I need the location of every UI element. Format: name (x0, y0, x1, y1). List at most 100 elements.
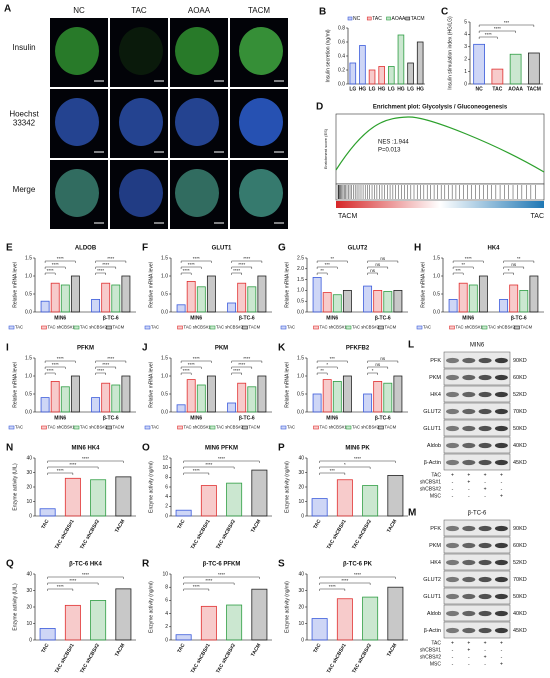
sig-bracket (316, 360, 348, 363)
band (462, 459, 476, 466)
y-tick-label: 2 (464, 57, 467, 63)
bar (226, 482, 243, 517)
sig-bracket (180, 360, 212, 363)
band (462, 576, 476, 583)
sig-label: **** (183, 268, 190, 273)
protein-label: Aldob (427, 443, 441, 449)
rank-bar (336, 201, 544, 208)
size-label: 50KD (513, 426, 527, 432)
sig-label: ns (380, 256, 386, 261)
y-axis-label: Enzyme activity (U/L) (12, 463, 18, 511)
condition-mark: + (451, 472, 454, 478)
y-tick-label: 1.5 (25, 255, 32, 261)
legend-label: TAC shCBS#1 (48, 425, 76, 430)
band (462, 542, 476, 549)
sig-bracket (47, 582, 99, 585)
band (494, 459, 508, 466)
band (462, 425, 476, 432)
enrichment-curve (335, 116, 545, 173)
chart-title: PKM (215, 346, 228, 352)
band (462, 559, 476, 566)
sig-label: * (372, 368, 374, 373)
legend-swatch (242, 325, 248, 330)
legend-label: TACM (521, 325, 533, 330)
size-label: 60KD (513, 543, 527, 549)
bar (175, 509, 192, 517)
legend-label: TAC shCBS#2 (80, 325, 108, 330)
condition-mark: + (467, 647, 470, 653)
y-axis-label: Enzyme activity (U/L) (12, 583, 18, 631)
band (446, 357, 459, 364)
bar (60, 386, 70, 413)
condition-mark: - (501, 479, 503, 485)
legend-swatch (366, 16, 372, 21)
bar (115, 588, 132, 641)
sig-label: **** (243, 356, 250, 361)
bar (237, 382, 247, 413)
protein-label: HK4 (430, 392, 441, 398)
sig-bracket (231, 272, 242, 275)
sig-label: **** (57, 356, 64, 361)
bar (40, 397, 50, 413)
legend-swatch (416, 325, 423, 330)
y-tick-label: 8 (165, 585, 168, 591)
sig-label: *** (330, 356, 336, 361)
x-tick-label: TAC (40, 642, 50, 654)
sig-label: * (326, 362, 328, 367)
legend-label: TACM (113, 425, 125, 430)
panel-letter: H (414, 243, 421, 254)
legend-swatch (449, 325, 455, 330)
legend-label: TAC shCBS#2 (352, 425, 380, 430)
bar (70, 375, 80, 413)
bar (200, 485, 217, 517)
sig-bracket (183, 472, 210, 475)
y-tick-label: 0.5 (433, 291, 440, 297)
sig-bracket (316, 260, 348, 263)
bar (60, 284, 70, 313)
band (462, 374, 476, 381)
bar (237, 282, 247, 313)
chart-title: β-TC-6 PFKM (203, 562, 241, 568)
condition-mark: + (484, 654, 487, 660)
legend-label: TAC shCBS#2 (216, 425, 244, 430)
y-tick-label: 40 (298, 571, 304, 577)
sig-bracket (503, 266, 524, 269)
sig-label: **** (341, 578, 348, 583)
legend-swatch (280, 325, 287, 330)
x-tick-label: TACM (386, 519, 398, 534)
condition-mark: - (468, 486, 470, 492)
panel-letter: Q (6, 559, 14, 570)
sig-bracket (44, 266, 66, 269)
panel-letter: C (441, 7, 448, 18)
islet (239, 169, 283, 217)
y-tick-label: 10 (26, 499, 32, 505)
size-label: 70KD (513, 577, 527, 583)
band (446, 542, 459, 549)
y-tick-label: 2.0 (297, 266, 304, 272)
x-tick-label: TAC shCBS#2 (351, 518, 373, 550)
blot-strip (443, 536, 511, 554)
y-tick-label: 30 (26, 588, 32, 594)
sig-bracket (231, 360, 263, 363)
y-tick-label: 2 (165, 504, 168, 510)
protein-label: PFK (430, 358, 441, 364)
islet (239, 98, 283, 146)
bar (50, 380, 60, 413)
x-tick-label: HG (378, 86, 386, 92)
bar (383, 382, 393, 413)
sig-bracket (367, 360, 399, 363)
sig-label: **** (329, 584, 336, 589)
x-tick-label: TAC shCBS#1 (326, 518, 348, 550)
x-tick-label: TACM (114, 643, 126, 658)
y-tick-label: 2.5 (297, 255, 304, 261)
islet (55, 98, 99, 146)
band (478, 442, 492, 449)
band (494, 408, 508, 415)
sig-label: **** (82, 572, 89, 577)
panel-letter: O (142, 443, 150, 454)
blot-strip (443, 385, 511, 403)
y-tick-label: 1.5 (297, 277, 304, 283)
x-tick-label: TAC shCBS#2 (79, 518, 101, 550)
legend-swatch (73, 425, 80, 430)
sig-bracket (95, 360, 127, 363)
